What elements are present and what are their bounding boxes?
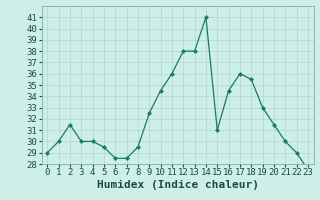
X-axis label: Humidex (Indice chaleur): Humidex (Indice chaleur) bbox=[97, 180, 259, 190]
